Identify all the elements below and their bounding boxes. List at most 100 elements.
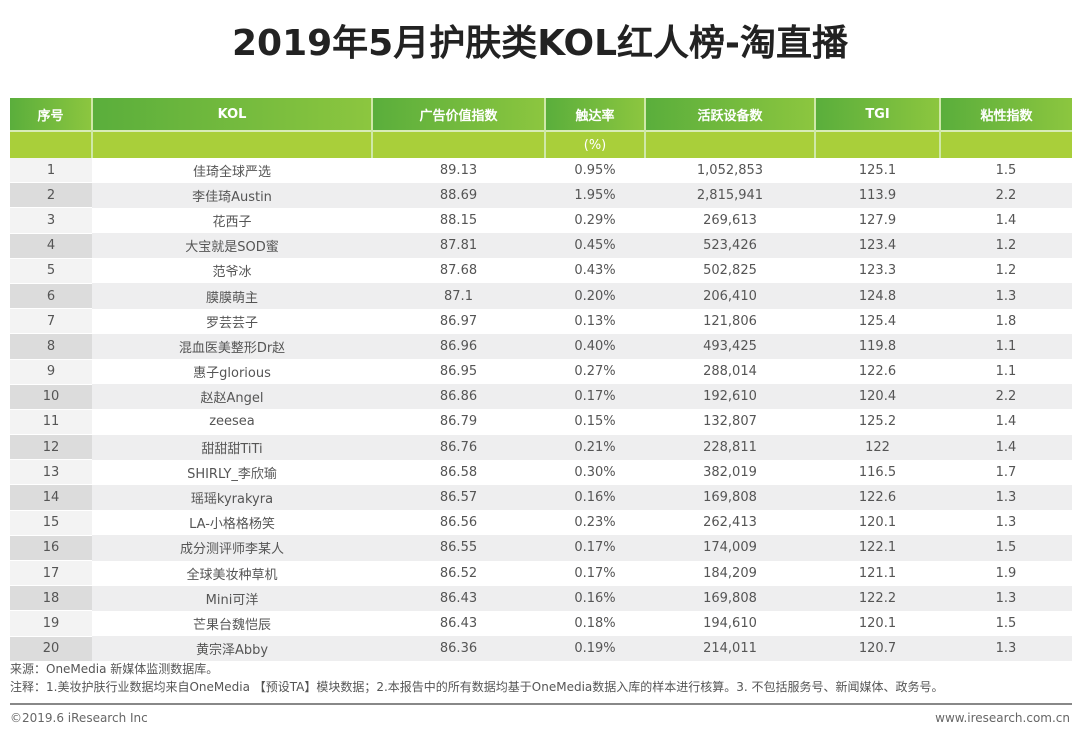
cell-rank: 6 [10,283,92,310]
cell-ad-value-index: 86.43 [372,610,545,637]
cell-stickiness-index: 2.2 [940,182,1072,208]
table-row: 7 罗芸芸子 86.97 0.13% 121,806 125.4 1.8 [10,308,1072,335]
cell-rank: 12 [10,434,92,461]
cell-stickiness-index: 1.5 [940,535,1072,561]
cell-tgi: 122 [815,434,940,460]
cell-rank: 13 [10,459,92,486]
table-row: 19 芒果台魏恺辰 86.43 0.18% 194,610 120.1 1.5 [10,610,1072,637]
cell-tgi: 123.3 [815,258,940,284]
cell-ad-value-index: 86.57 [372,484,545,511]
cell-ad-value-index: 89.13 [372,158,545,183]
cell-reach-rate: 0.95% [545,158,645,183]
cell-ad-value-index: 86.58 [372,459,545,485]
cell-active-devices: 493,425 [645,333,815,359]
header-stickiness-index: 粘性指数 [940,98,1072,131]
cell-rank: 11 [10,409,92,436]
cell-tgi: 122.6 [815,359,940,385]
header-ad-value-index: 广告价值指数 [372,98,546,131]
cell-kol: 惠子glorious [92,359,372,385]
subheader-kol [92,130,373,158]
cell-stickiness-index: 1.7 [940,459,1072,485]
cell-kol: 瑶瑶kyrakyra [92,484,372,511]
cell-ad-value-index: 86.52 [372,560,545,586]
cell-kol: 混血医美整形Dr赵 [92,333,372,359]
cell-active-devices: 174,009 [645,535,815,561]
cell-reach-rate: 0.20% [545,283,645,309]
cell-active-devices: 214,011 [645,636,815,662]
subheader-row: (%) [10,130,1072,158]
cell-reach-rate: 0.17% [545,560,645,586]
cell-active-devices: 523,426 [645,233,815,259]
table-row: 12 甜甜甜TiTi 86.76 0.21% 228,811 122 1.4 [10,434,1072,461]
cell-tgi: 124.8 [815,283,940,309]
cell-reach-rate: 0.16% [545,484,645,511]
cell-kol: 甜甜甜TiTi [92,434,372,460]
cell-rank: 7 [10,308,92,335]
cell-ad-value-index: 86.79 [372,409,545,435]
website-link[interactable]: www.iresearch.com.cn [935,711,1070,725]
cell-ad-value-index: 86.43 [372,585,545,611]
cell-reach-rate: 0.19% [545,636,645,662]
cell-stickiness-index: 1.3 [940,283,1072,309]
cell-ad-value-index: 86.97 [372,308,545,334]
table-row: 8 混血医美整形Dr赵 86.96 0.40% 493,425 119.8 1.1 [10,333,1072,360]
header-reach-rate: 触达率 [545,98,646,131]
cell-active-devices: 121,806 [645,308,815,334]
subheader-active-devices [645,130,816,158]
cell-rank: 19 [10,610,92,637]
cell-rank: 9 [10,359,92,385]
cell-stickiness-index: 1.2 [940,258,1072,284]
cell-ad-value-index: 88.69 [372,182,545,208]
cell-reach-rate: 0.23% [545,510,645,536]
cell-active-devices: 262,413 [645,510,815,536]
table-row: 4 大宝就是SOD蜜 87.81 0.45% 523,426 123.4 1.2 [10,233,1072,259]
table-row: 16 成分测评师李某人 86.55 0.17% 174,009 122.1 1.5 [10,535,1072,562]
cell-tgi: 122.1 [815,535,940,561]
cell-active-devices: 184,209 [645,560,815,586]
cell-stickiness-index: 1.9 [940,560,1072,586]
cell-kol: 范爷冰 [92,258,372,284]
cell-tgi: 116.5 [815,459,940,485]
copyright: ©2019.6 iResearch Inc [10,711,148,725]
cell-ad-value-index: 87.68 [372,258,545,284]
cell-reach-rate: 0.21% [545,434,645,460]
cell-active-devices: 2,815,941 [645,182,815,208]
cell-tgi: 120.4 [815,384,940,410]
table-row: 1 佳琦全球严选 89.13 0.95% 1,052,853 125.1 1.5 [10,158,1072,184]
cell-kol: 成分测评师李某人 [92,535,372,561]
cell-tgi: 121.1 [815,560,940,586]
cell-kol: SHIRLY_李欣瑜 [92,459,372,485]
table-row: 6 膜膜萌主 87.1 0.20% 206,410 124.8 1.3 [10,283,1072,310]
cell-stickiness-index: 1.3 [940,636,1072,662]
cell-stickiness-index: 1.3 [940,484,1072,511]
cell-tgi: 123.4 [815,233,940,259]
cell-active-devices: 382,019 [645,459,815,485]
cell-active-devices: 194,610 [645,610,815,637]
table-row: 5 范爷冰 87.68 0.43% 502,825 123.3 1.2 [10,258,1072,284]
cell-tgi: 125.1 [815,158,940,183]
cell-active-devices: 1,052,853 [645,158,815,183]
cell-kol: 佳琦全球严选 [92,158,372,183]
cell-rank: 2 [10,182,92,209]
table-row: 13 SHIRLY_李欣瑜 86.58 0.30% 382,019 116.5 1.7 [10,459,1072,486]
cell-tgi: 120.7 [815,636,940,662]
cell-stickiness-index: 2.2 [940,384,1072,410]
cell-kol: 芒果台魏恺辰 [92,610,372,637]
cell-kol: 赵赵Angel [92,384,372,410]
cell-stickiness-index: 1.3 [940,585,1072,611]
cell-reach-rate: 0.27% [545,359,645,385]
table-row: 11 zeesea 86.79 0.15% 132,807 125.2 1.4 [10,409,1072,436]
cell-kol: 黄宗泽Abby [92,636,372,662]
header-rank: 序号 [10,98,93,131]
table-row: 20 黄宗泽Abby 86.36 0.19% 214,011 120.7 1.3 [10,636,1072,662]
cell-kol: 膜膜萌主 [92,283,372,309]
cell-kol: zeesea [92,409,372,435]
cell-ad-value-index: 86.76 [372,434,545,460]
cell-kol: 李佳琦Austin [92,182,372,208]
table-row: 2 李佳琦Austin 88.69 1.95% 2,815,941 113.9 2.2 [10,182,1072,209]
cell-kol: 花西子 [92,207,372,234]
header-active-devices: 活跃设备数 [645,98,816,131]
subheader-rank [10,130,93,158]
cell-tgi: 122.6 [815,484,940,511]
header-row: 序号 KOL 广告价值指数 触达率 活跃设备数 TGI 粘性指数 [10,98,1072,131]
